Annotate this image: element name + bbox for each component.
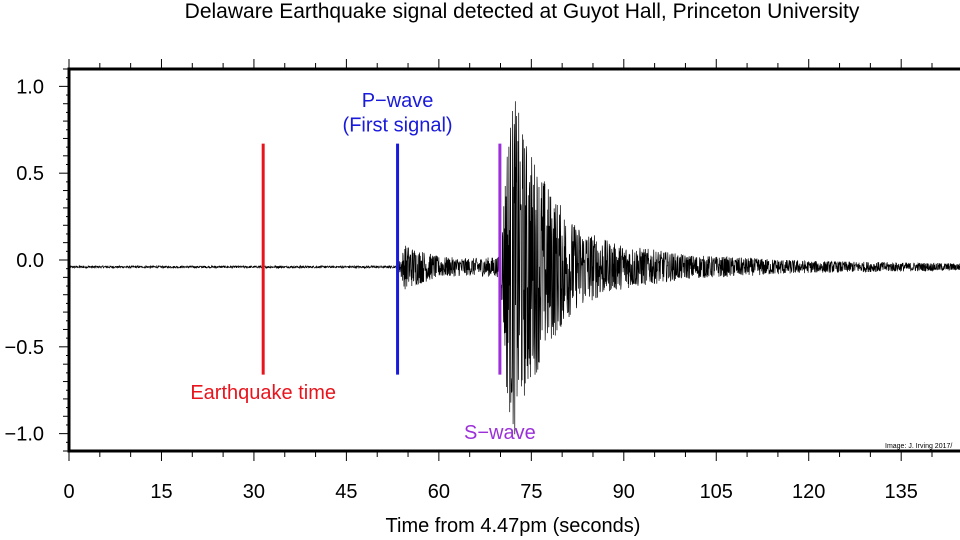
x-tick-label: 60 bbox=[428, 481, 450, 503]
x-tick-label: 90 bbox=[613, 481, 635, 503]
y-tick-label: −1.0 bbox=[5, 424, 44, 446]
y-tick-label: 0.0 bbox=[16, 250, 44, 272]
y-tick-label: 0.5 bbox=[16, 163, 44, 185]
annotation-s-wave: S−wave bbox=[464, 422, 536, 444]
axes-group: 0 15 30 45 60 75 90 105 120 135 1.0 0.5 0.0 −0.5 −1.0 bbox=[5, 59, 933, 503]
x-tick-label: 45 bbox=[335, 481, 357, 503]
seismogram-line bbox=[68, 101, 960, 435]
annotation-first-signal: (First signal) bbox=[343, 115, 453, 137]
annotations-group: Earthquake time P−wave (First signal) S−wav… bbox=[190, 90, 535, 444]
x-tick-label: 120 bbox=[792, 481, 825, 503]
chart-title: Delaware Earthquake signal detected at G… bbox=[185, 0, 860, 23]
y-tick-label: 1.0 bbox=[16, 76, 44, 98]
plot-frame bbox=[67, 67, 960, 453]
x-tick-label: 105 bbox=[700, 481, 733, 503]
x-tick-label: 135 bbox=[885, 481, 918, 503]
x-axis-label: Time from 4.47pm (seconds) bbox=[386, 515, 641, 537]
x-tick-label: 75 bbox=[520, 481, 542, 503]
y-tick-label: −0.5 bbox=[5, 337, 44, 359]
annotation-p-wave: P−wave bbox=[362, 90, 434, 112]
markers-group bbox=[261, 143, 502, 375]
credit-label: Image: J. Irving 2017/ bbox=[885, 443, 952, 450]
annotation-earthquake-time: Earthquake time bbox=[190, 382, 336, 404]
seismogram-trace-group bbox=[68, 101, 960, 435]
x-tick-label: 15 bbox=[150, 481, 172, 503]
x-tick-label: 0 bbox=[63, 481, 74, 503]
x-tick-label: 30 bbox=[243, 481, 265, 503]
